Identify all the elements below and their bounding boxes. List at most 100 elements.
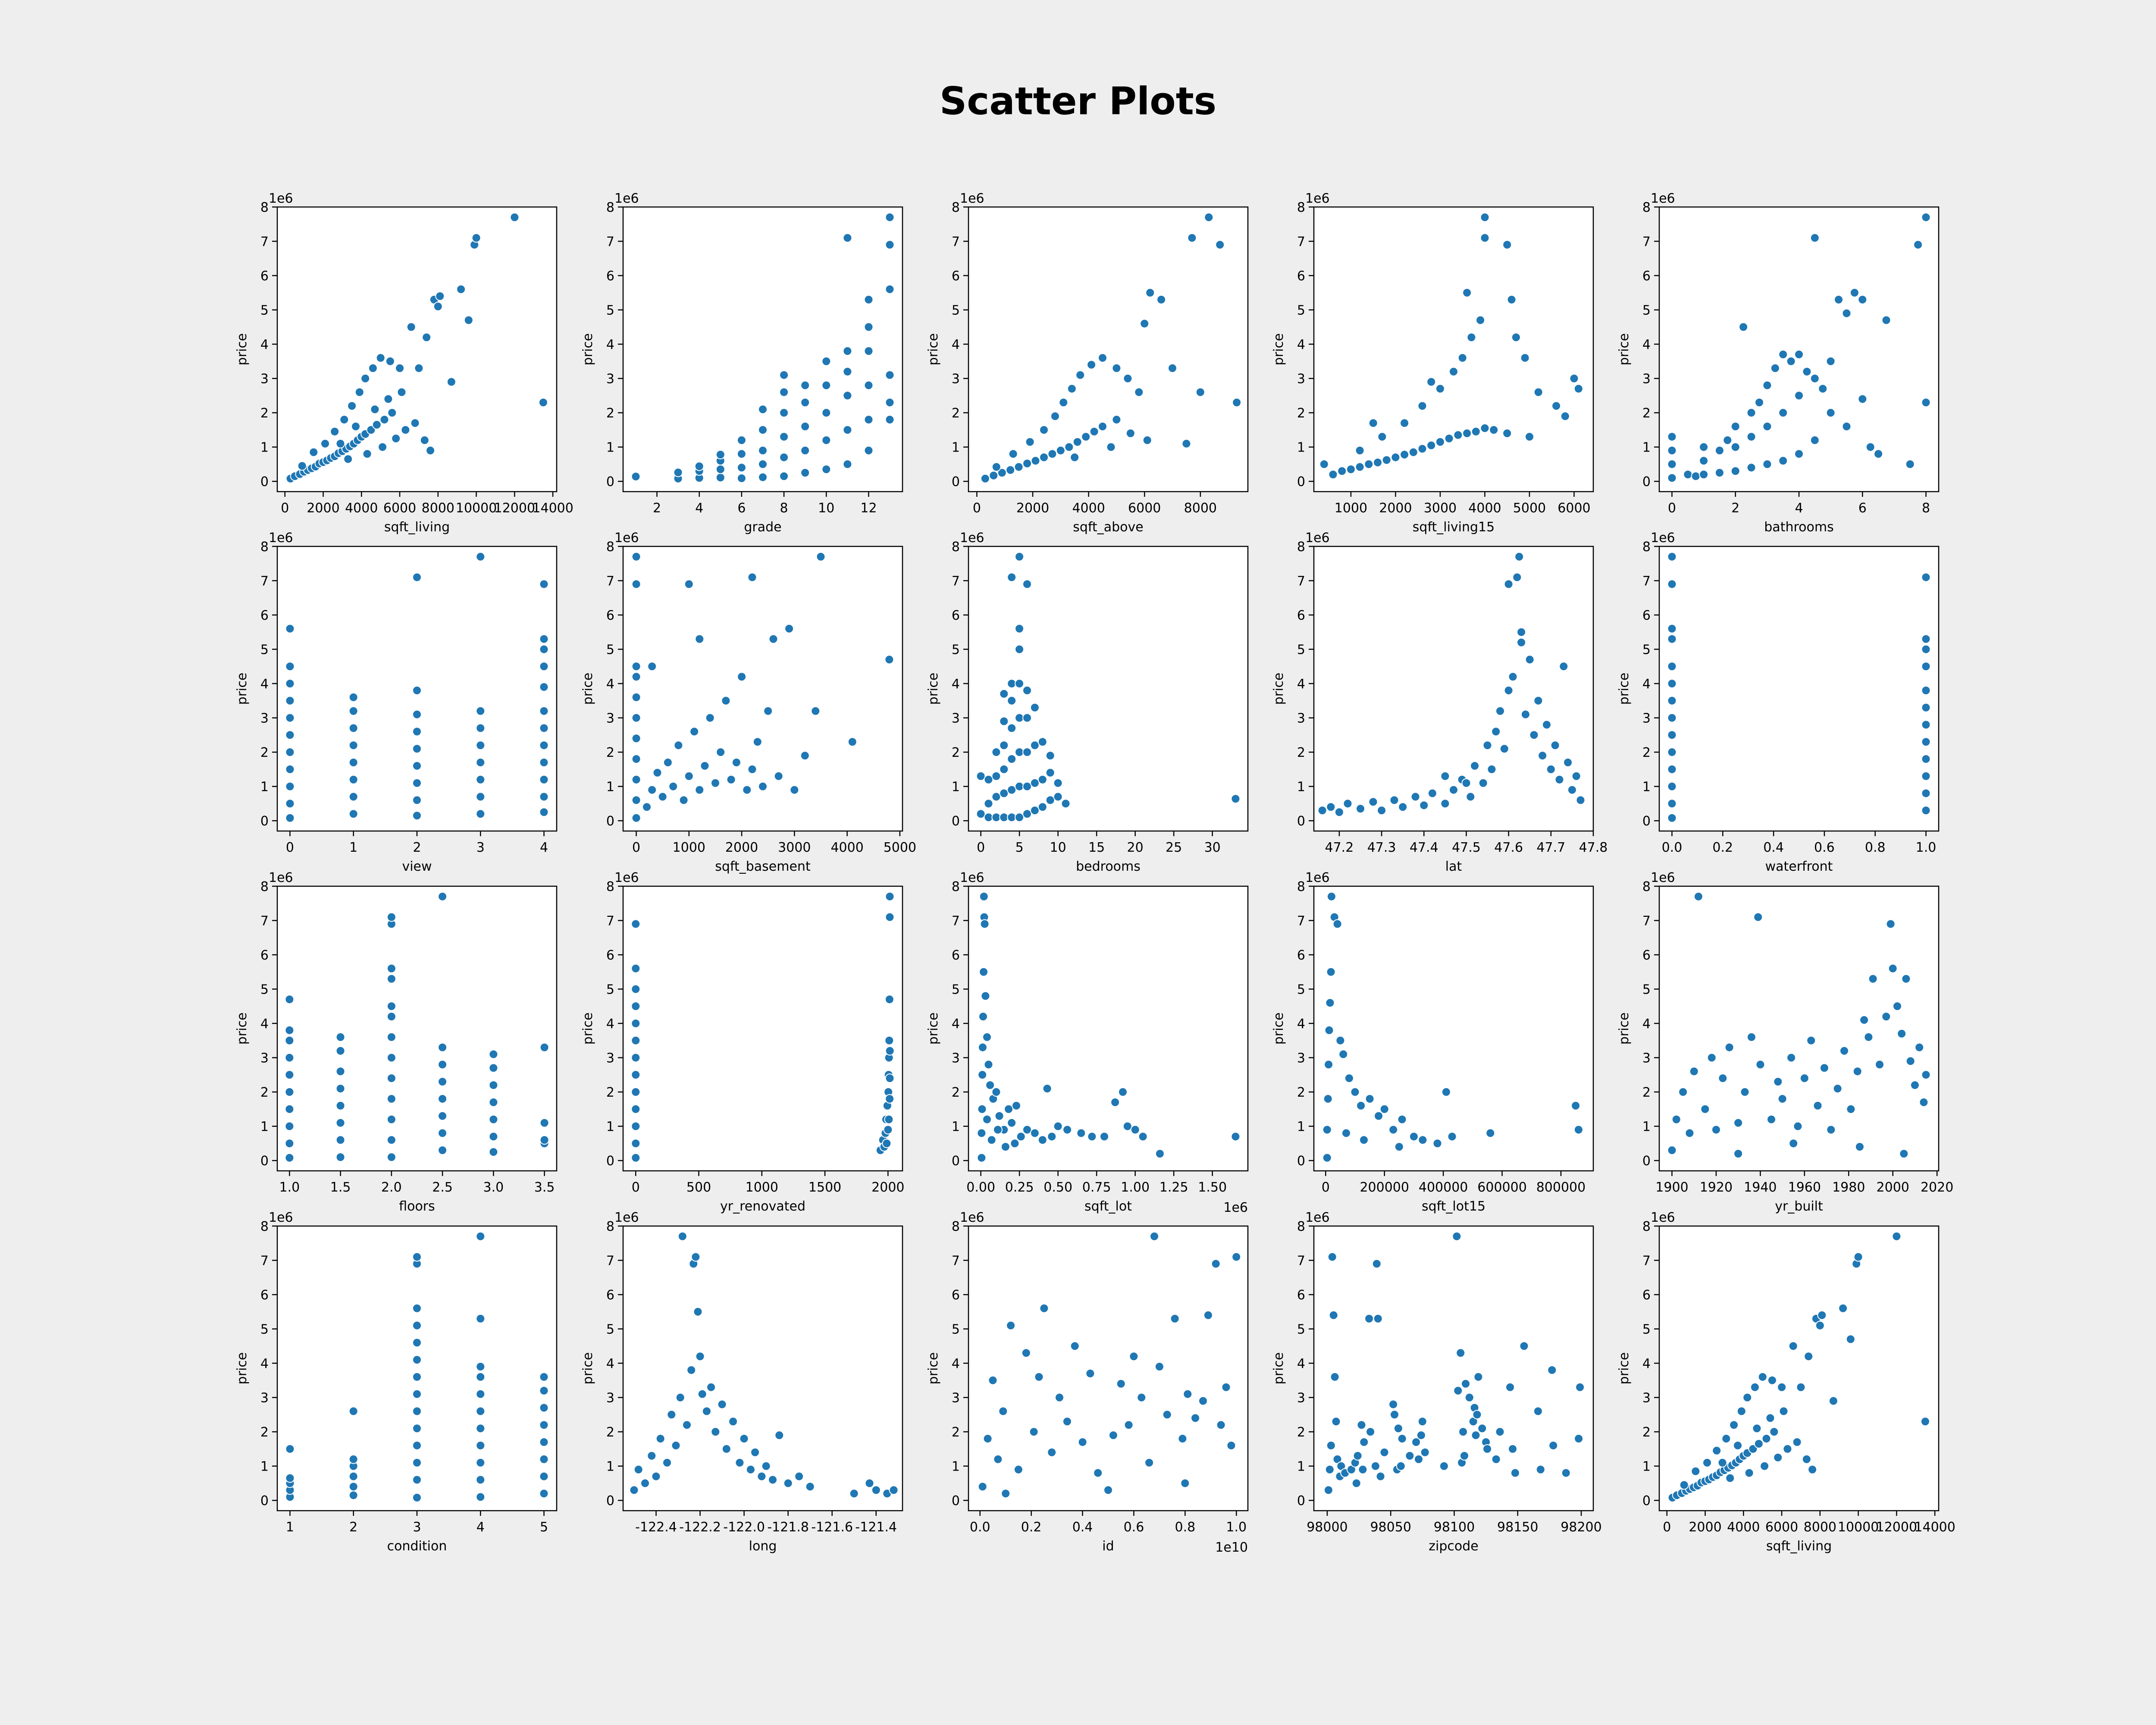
y-tick-label: 0	[260, 1154, 269, 1169]
data-point	[386, 1114, 396, 1124]
data-point	[285, 679, 295, 689]
y-tick-label: 0	[606, 814, 614, 829]
data-point	[631, 775, 641, 784]
data-point	[438, 1111, 448, 1121]
plot-area	[1314, 207, 1593, 492]
data-point	[1368, 797, 1378, 807]
data-point	[736, 463, 746, 473]
data-point	[1453, 430, 1463, 440]
data-point	[1374, 1111, 1384, 1121]
data-point	[1538, 751, 1548, 761]
data-point	[1667, 445, 1677, 455]
y-tick-label: 7	[1297, 914, 1305, 929]
data-point	[1408, 447, 1418, 457]
data-point	[1794, 349, 1804, 359]
x-tick-label: 4000	[345, 501, 378, 516]
data-point	[476, 1475, 486, 1485]
y-tick-label: 1	[260, 780, 269, 795]
data-point	[1357, 1420, 1366, 1430]
data-point	[1810, 373, 1820, 383]
x-tick-label: 12	[860, 501, 877, 516]
y-tick-label: 6	[260, 1288, 269, 1303]
data-point	[1874, 449, 1883, 459]
data-point	[422, 332, 432, 342]
data-point	[1014, 462, 1024, 472]
x-tick-label: 4	[540, 840, 548, 855]
data-point	[991, 1087, 1001, 1097]
x-offset-label: 1e6	[1223, 1200, 1248, 1215]
x-tick-label: 2	[349, 1520, 357, 1535]
data-point	[343, 454, 353, 464]
data-point	[1765, 1413, 1775, 1423]
x-tick-label: 0	[1668, 501, 1676, 516]
y-tick-label: 6	[1642, 1288, 1651, 1303]
data-point	[1460, 1451, 1469, 1461]
data-point	[285, 1026, 295, 1035]
data-point	[285, 994, 295, 1004]
data-point	[386, 1032, 396, 1042]
data-point	[489, 1098, 498, 1107]
x-tick-label: 8	[780, 501, 788, 516]
data-point	[884, 994, 894, 1004]
data-point	[438, 1094, 448, 1104]
data-point	[476, 758, 486, 767]
data-point	[736, 449, 746, 459]
data-point	[1022, 579, 1032, 589]
data-point	[1317, 806, 1327, 815]
y-tick-label: 2	[1297, 1085, 1305, 1100]
data-point	[885, 240, 895, 250]
data-point	[1400, 450, 1410, 460]
y-tick-label: 6	[606, 608, 614, 623]
y-tick-label: 7	[260, 574, 269, 589]
data-point	[885, 370, 895, 380]
data-point	[1796, 1382, 1806, 1392]
data-point	[1778, 408, 1788, 418]
data-point	[391, 433, 401, 443]
y-tick-label: 5	[260, 643, 269, 658]
data-point	[539, 682, 549, 692]
data-point	[1919, 1098, 1929, 1107]
y-offset-label: 1e6	[614, 1210, 639, 1225]
data-point	[1905, 459, 1915, 469]
data-point	[420, 435, 429, 445]
data-point	[1826, 356, 1836, 366]
data-point	[1547, 1365, 1557, 1375]
data-point	[1667, 730, 1677, 740]
data-point	[1453, 1386, 1463, 1396]
data-point	[1137, 1393, 1147, 1402]
data-point	[1667, 813, 1677, 823]
data-point	[1461, 1379, 1470, 1389]
data-point	[1842, 421, 1852, 431]
data-point	[1730, 421, 1740, 431]
data-point	[1419, 800, 1429, 810]
y-axis-label: price	[235, 673, 250, 705]
y-offset-label: 1e6	[960, 530, 984, 546]
x-tick-label: 8000	[422, 501, 454, 516]
data-point	[489, 1049, 498, 1059]
plot-frame	[968, 546, 1249, 832]
y-tick-label: 4	[1642, 677, 1651, 692]
x-tick-label: -122.4	[635, 1520, 677, 1535]
data-point	[1520, 353, 1530, 363]
data-point	[285, 781, 295, 791]
data-point	[631, 1087, 641, 1097]
data-point	[285, 662, 295, 671]
data-point	[1865, 442, 1875, 452]
data-point	[1499, 744, 1509, 754]
y-tick-label: 2	[1297, 745, 1305, 760]
data-point	[1921, 720, 1931, 730]
chart-title: Scatter Plots	[940, 79, 1216, 123]
data-point	[631, 963, 641, 973]
data-point	[335, 1118, 345, 1128]
data-point	[476, 706, 486, 716]
data-point	[285, 1104, 295, 1114]
data-point	[993, 1125, 1003, 1135]
data-point	[1353, 1451, 1363, 1461]
data-point	[667, 1410, 677, 1420]
x-tick-label: 14000	[1914, 1520, 1955, 1535]
x-tick-label: 5	[1015, 840, 1024, 855]
data-point	[1226, 1440, 1236, 1450]
y-tick-label: 7	[606, 1254, 614, 1269]
data-point	[651, 1471, 661, 1481]
